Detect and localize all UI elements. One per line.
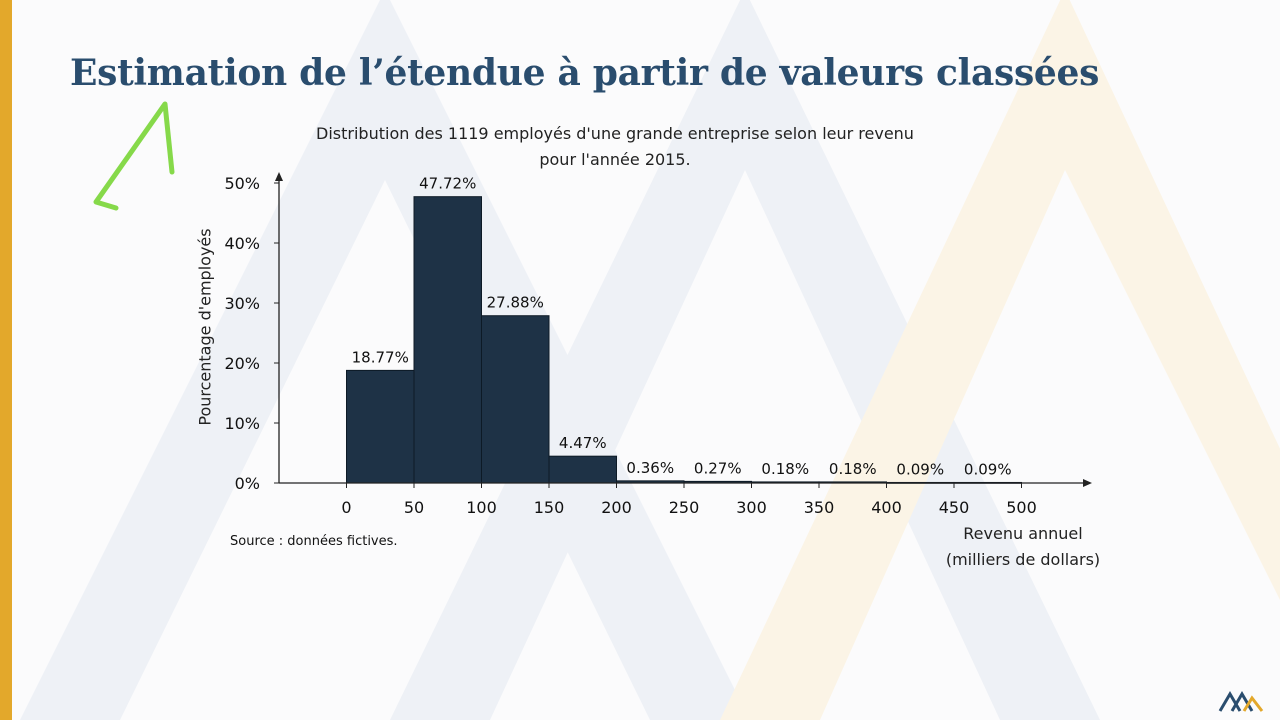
y-tick-label: 0% <box>235 474 260 493</box>
chart-title-line-2: pour l'année 2015. <box>539 150 691 169</box>
y-tick-label: 20% <box>224 354 260 373</box>
y-tick-label: 10% <box>224 414 260 433</box>
source-note: Source : données fictives. <box>230 534 398 549</box>
brand-logo-icon <box>1218 691 1264 712</box>
histogram-bar <box>481 315 550 484</box>
bar-value-label: 0.09% <box>896 460 944 478</box>
x-tick-label: 300 <box>736 498 767 517</box>
x-tick-label: 400 <box>871 498 902 517</box>
bar-value-label: 0.18% <box>829 460 877 478</box>
x-tick-label: 500 <box>1006 498 1037 517</box>
y-tick-label: 40% <box>224 234 260 253</box>
bar-value-label: 0.18% <box>761 460 809 478</box>
x-tick-label: 100 <box>466 498 497 517</box>
x-axis-title: Revenu annuel (milliers de dollars) <box>930 521 1116 573</box>
bar-value-label: 0.09% <box>964 460 1012 478</box>
x-tick-label: 250 <box>669 498 700 517</box>
left-accent-bar <box>0 0 12 720</box>
x-tick-label: 0 <box>341 498 351 517</box>
bar-value-label: 4.47% <box>559 434 607 452</box>
slide-title: Estimation de l’étendue à partir de vale… <box>70 52 1100 94</box>
bar-value-label: 0.27% <box>694 459 742 477</box>
x-tick-label: 50 <box>404 498 424 517</box>
histogram-bar <box>548 455 617 484</box>
x-axis-arrow <box>1083 479 1092 487</box>
x-tick-label: 150 <box>534 498 565 517</box>
x-tick-label: 350 <box>804 498 835 517</box>
chart-title: Distribution des 1119 employés d'une gra… <box>270 121 960 173</box>
y-tick-label: 30% <box>224 294 260 313</box>
bar-value-label: 18.77% <box>352 348 409 366</box>
x-tick-label: 200 <box>601 498 632 517</box>
y-axis-arrow <box>275 172 283 181</box>
x-axis-title-line-2: (milliers de dollars) <box>945 550 1101 569</box>
bar-value-label: 0.36% <box>626 459 674 477</box>
y-tick-label: 50% <box>224 174 260 193</box>
bar-value-label: 27.88% <box>487 294 544 312</box>
histogram-bar <box>346 369 415 484</box>
chart-title-line-1: Distribution des 1119 employés d'une gra… <box>316 124 914 143</box>
bar-value-label: 47.72% <box>419 175 476 193</box>
y-axis-title-text: Pourcentage d'employés <box>195 228 215 426</box>
x-tick-label: 450 <box>939 498 970 517</box>
histogram-bar <box>413 196 482 484</box>
x-axis-title-line-1: Revenu annuel <box>963 524 1083 543</box>
